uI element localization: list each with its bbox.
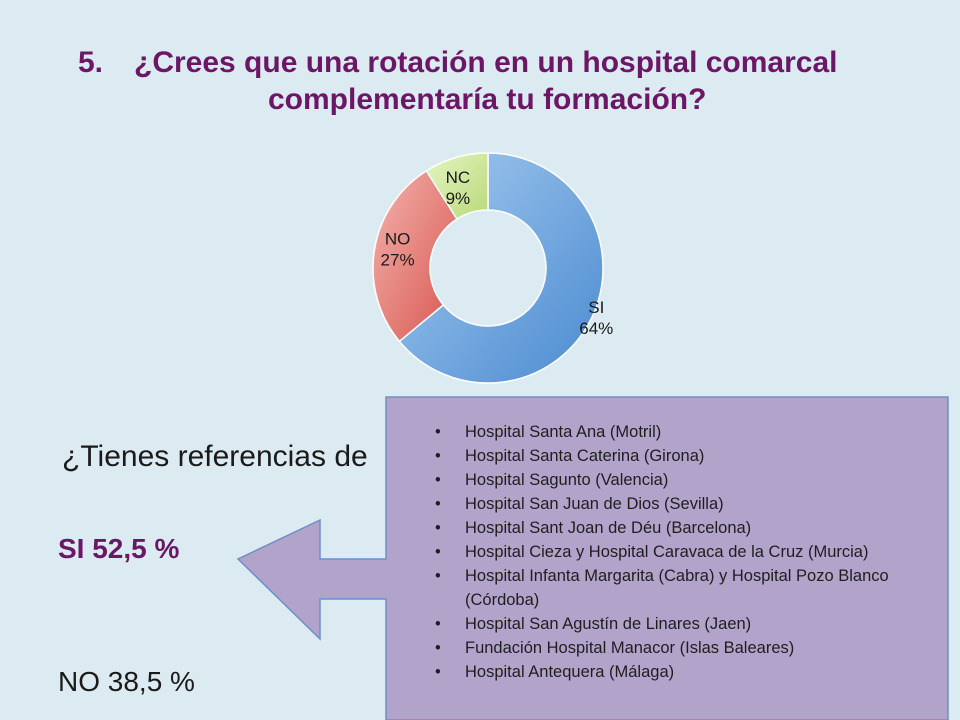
slice-label-nc: NC 9% bbox=[446, 168, 471, 208]
slice-label-no: NO 27% bbox=[381, 229, 415, 269]
hospital-list-item: Hospital Infanta Margarita (Cabra) y Hos… bbox=[435, 564, 935, 612]
donut-slice-nc bbox=[425, 152, 489, 221]
donut-slice-no bbox=[372, 169, 458, 343]
slice-label-si: SI 64% bbox=[579, 298, 613, 338]
si-percentage: SI 52,5 % bbox=[58, 533, 180, 564]
donut-slice-si bbox=[398, 152, 604, 384]
question-text: ¿Tienes referencias de bbox=[62, 440, 368, 473]
title-line-2: complementaría tu formación? bbox=[268, 83, 707, 116]
title-line-1: ¿Crees que una rotación en un hospital c… bbox=[134, 46, 838, 79]
hospital-list-item: Fundación Hospital Manacor (Islas Balear… bbox=[435, 636, 935, 660]
no-percentage: NO 38,5 % bbox=[58, 666, 195, 697]
hospital-list-item: Hospital San Juan de Dios (Sevilla) bbox=[435, 492, 935, 516]
hospital-list-item: Hospital San Agustín de Linares (Jaen) bbox=[435, 612, 935, 636]
hospital-list-item: Hospital Antequera (Málaga) bbox=[435, 660, 935, 684]
hospital-list-item: Hospital Santa Caterina (Girona) bbox=[435, 444, 935, 468]
hospital-list-item: Hospital Sant Joan de Déu (Barcelona) bbox=[435, 516, 935, 540]
hospital-list-item: Hospital Sagunto (Valencia) bbox=[435, 468, 935, 492]
title-number: 5. bbox=[78, 46, 104, 79]
hospital-list-item: Hospital Cieza y Hospital Caravaca de la… bbox=[435, 540, 935, 564]
donut-chart: SI 64% NO 27% NC 9% bbox=[372, 152, 613, 384]
hospital-list-item: Hospital Santa Ana (Motril) bbox=[435, 420, 935, 444]
hospital-list: Hospital Santa Ana (Motril)Hospital Sant… bbox=[435, 420, 935, 684]
